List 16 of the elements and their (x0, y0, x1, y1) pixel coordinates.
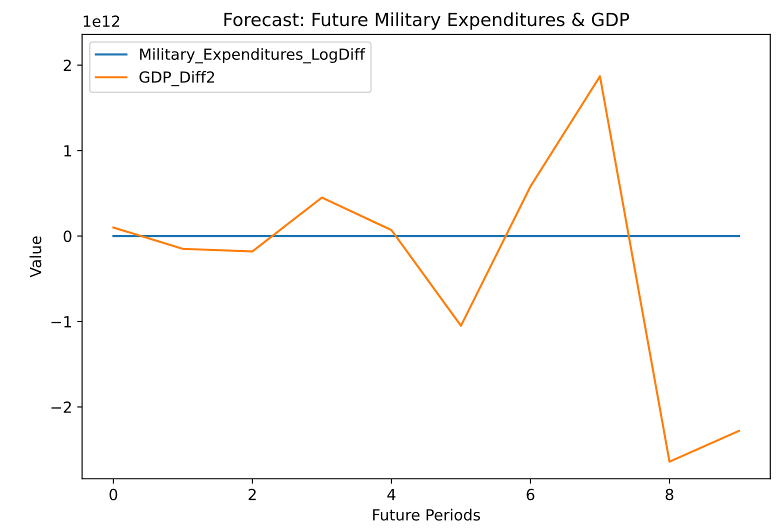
x-axis-title: Future Periods (373, 508, 480, 521)
x-tick-label: 8 (666, 488, 674, 500)
chart-title: Forecast: Future Military Expenditures & GDP (224, 12, 630, 30)
legend-label: Military_Expenditures_LogDiff (140, 48, 366, 64)
y-tick-label: 2 (64, 60, 71, 71)
y-tick-label: −1 (51, 316, 71, 328)
x-tick-label: 2 (248, 488, 256, 500)
y-tick-label: 0 (64, 230, 72, 242)
x-tick-label: 6 (526, 488, 534, 500)
legend-label: GDP_Diff2 (139, 70, 214, 86)
y-tick-label: −2 (51, 401, 71, 413)
x-tick-label: 4 (387, 488, 396, 500)
y-tick-label: 1 (64, 145, 71, 156)
x-tick-label: 0 (110, 488, 118, 500)
y-axis-title: Value (30, 236, 42, 278)
text: 1e12 (84, 15, 120, 27)
